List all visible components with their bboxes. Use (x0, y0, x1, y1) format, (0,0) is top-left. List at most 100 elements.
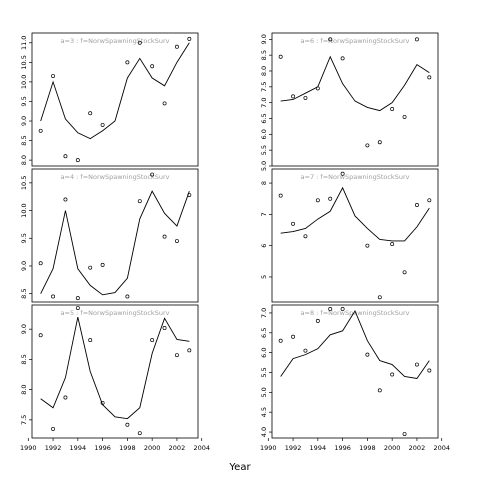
y-tick-label: 5.0 (260, 161, 268, 171)
data-point (137, 431, 142, 436)
data-point (150, 64, 155, 69)
data-point (315, 318, 320, 323)
x-tick-label: 1990 (20, 444, 37, 452)
x-tick-label: 1996 (334, 444, 351, 452)
y-tick-label: 11.0 (20, 36, 28, 50)
data-point (63, 197, 68, 202)
data-point (187, 348, 192, 353)
data-point (328, 37, 333, 42)
data-point (125, 60, 130, 65)
data-point (291, 334, 296, 339)
data-point (63, 154, 68, 159)
y-tick-label: 4.0 (260, 427, 268, 437)
data-point (174, 353, 179, 358)
data-point (390, 107, 395, 111)
data-point (150, 172, 155, 177)
y-tick-label: 10.0 (20, 75, 28, 89)
panel-frame (31, 304, 199, 439)
x-tick-label: 1994 (310, 444, 327, 452)
x-tick-label: 2000 (144, 444, 161, 452)
x-axis-label: Year (228, 462, 251, 473)
data-point (402, 432, 407, 436)
x-tick-label: 2004 (433, 444, 450, 452)
panel-title: a=8 : f=NorwSpawningStockSurv (301, 309, 410, 317)
data-point (75, 306, 80, 310)
data-point (427, 198, 432, 203)
y-tick-label: 6.5 (260, 113, 268, 123)
data-point (377, 295, 382, 300)
y-tick-label: 7 (260, 212, 268, 216)
y-tick-label: 8.5 (260, 50, 268, 60)
data-point (402, 114, 407, 119)
panel-title: a=6 : f=NorwSpawningStockSurv (301, 37, 410, 45)
y-tick-label: 8.5 (20, 354, 28, 364)
panel-6: a=8 : f=NorwSpawningStockSurv 4.0 4.5 5.0 5.… (260, 304, 450, 452)
data-point (187, 36, 192, 41)
y-tick-label: 6.0 (260, 347, 268, 357)
data-point (38, 128, 43, 133)
y-tick-label: 7.5 (20, 415, 28, 425)
data-point (187, 193, 192, 197)
x-tick-label: 1996 (94, 444, 111, 452)
x-tick-label: 2000 (384, 444, 401, 452)
y-tick-label: 9.0 (20, 116, 28, 126)
y-tick-label: 10.5 (20, 55, 28, 69)
panel-frame (271, 304, 439, 439)
data-point (88, 111, 93, 116)
y-tick-label: 8.5 (20, 135, 28, 145)
data-point (100, 122, 105, 127)
y-tick-label: 9.0 (20, 324, 28, 334)
data-point (291, 94, 296, 99)
x-tick-label: 1992 (285, 444, 302, 452)
data-point (137, 40, 142, 45)
data-point (303, 95, 308, 100)
data-point (162, 234, 167, 239)
panel-4: a=7 : f=NorwSpawningStockSurv 5 6 7 8 (260, 168, 439, 303)
y-tick-label: 9.0 (260, 34, 268, 44)
series-line (40, 190, 190, 296)
data-point (340, 56, 345, 61)
panel-grid: a=3 : f=NorwSpawningStockSurv 8.0 8.5 9.0 9.… (20, 32, 450, 452)
y-tick-label: 10.0 (20, 203, 28, 217)
data-point (38, 261, 43, 266)
data-point (162, 326, 167, 330)
data-point (88, 265, 93, 270)
data-point (427, 75, 432, 80)
series-line (280, 186, 430, 242)
data-point (340, 171, 345, 176)
data-point (75, 296, 80, 301)
data-point (390, 372, 395, 377)
data-point (125, 422, 130, 427)
x-tick-label: 2002 (169, 444, 186, 452)
data-point (150, 338, 155, 343)
x-tick-label: 1998 (359, 444, 376, 452)
series-line (280, 309, 430, 379)
panel-title: a=3 : f=NorwSpawningStockSurv (61, 37, 170, 45)
panel-title: a=7 : f=NorwSpawningStockSurv (301, 173, 410, 181)
data-point (51, 426, 56, 431)
data-point (402, 270, 407, 275)
y-tick-label: 8.0 (20, 155, 28, 165)
data-point (365, 243, 370, 248)
y-tick-label: 5.5 (260, 367, 268, 377)
data-point (38, 333, 43, 338)
data-point (125, 294, 130, 299)
data-point (414, 362, 419, 367)
data-point (278, 193, 283, 198)
panel-title: a=5 : f=NorwSpawningStockSurv (61, 309, 170, 317)
y-tick-label: 9.0 (20, 261, 28, 271)
y-tick-label: 5.5 (260, 145, 268, 155)
x-tick-label: 2004 (193, 444, 210, 452)
data-point (162, 101, 167, 106)
data-point (340, 307, 345, 311)
y-tick-label: 8.5 (20, 289, 28, 299)
data-point (75, 158, 80, 163)
data-point (303, 348, 308, 353)
y-tick-label: 6.0 (260, 129, 268, 139)
data-point (365, 352, 370, 357)
data-point (315, 86, 320, 91)
panel-frame (271, 32, 439, 167)
y-tick-label: 4.5 (260, 407, 268, 417)
data-point (100, 400, 105, 405)
